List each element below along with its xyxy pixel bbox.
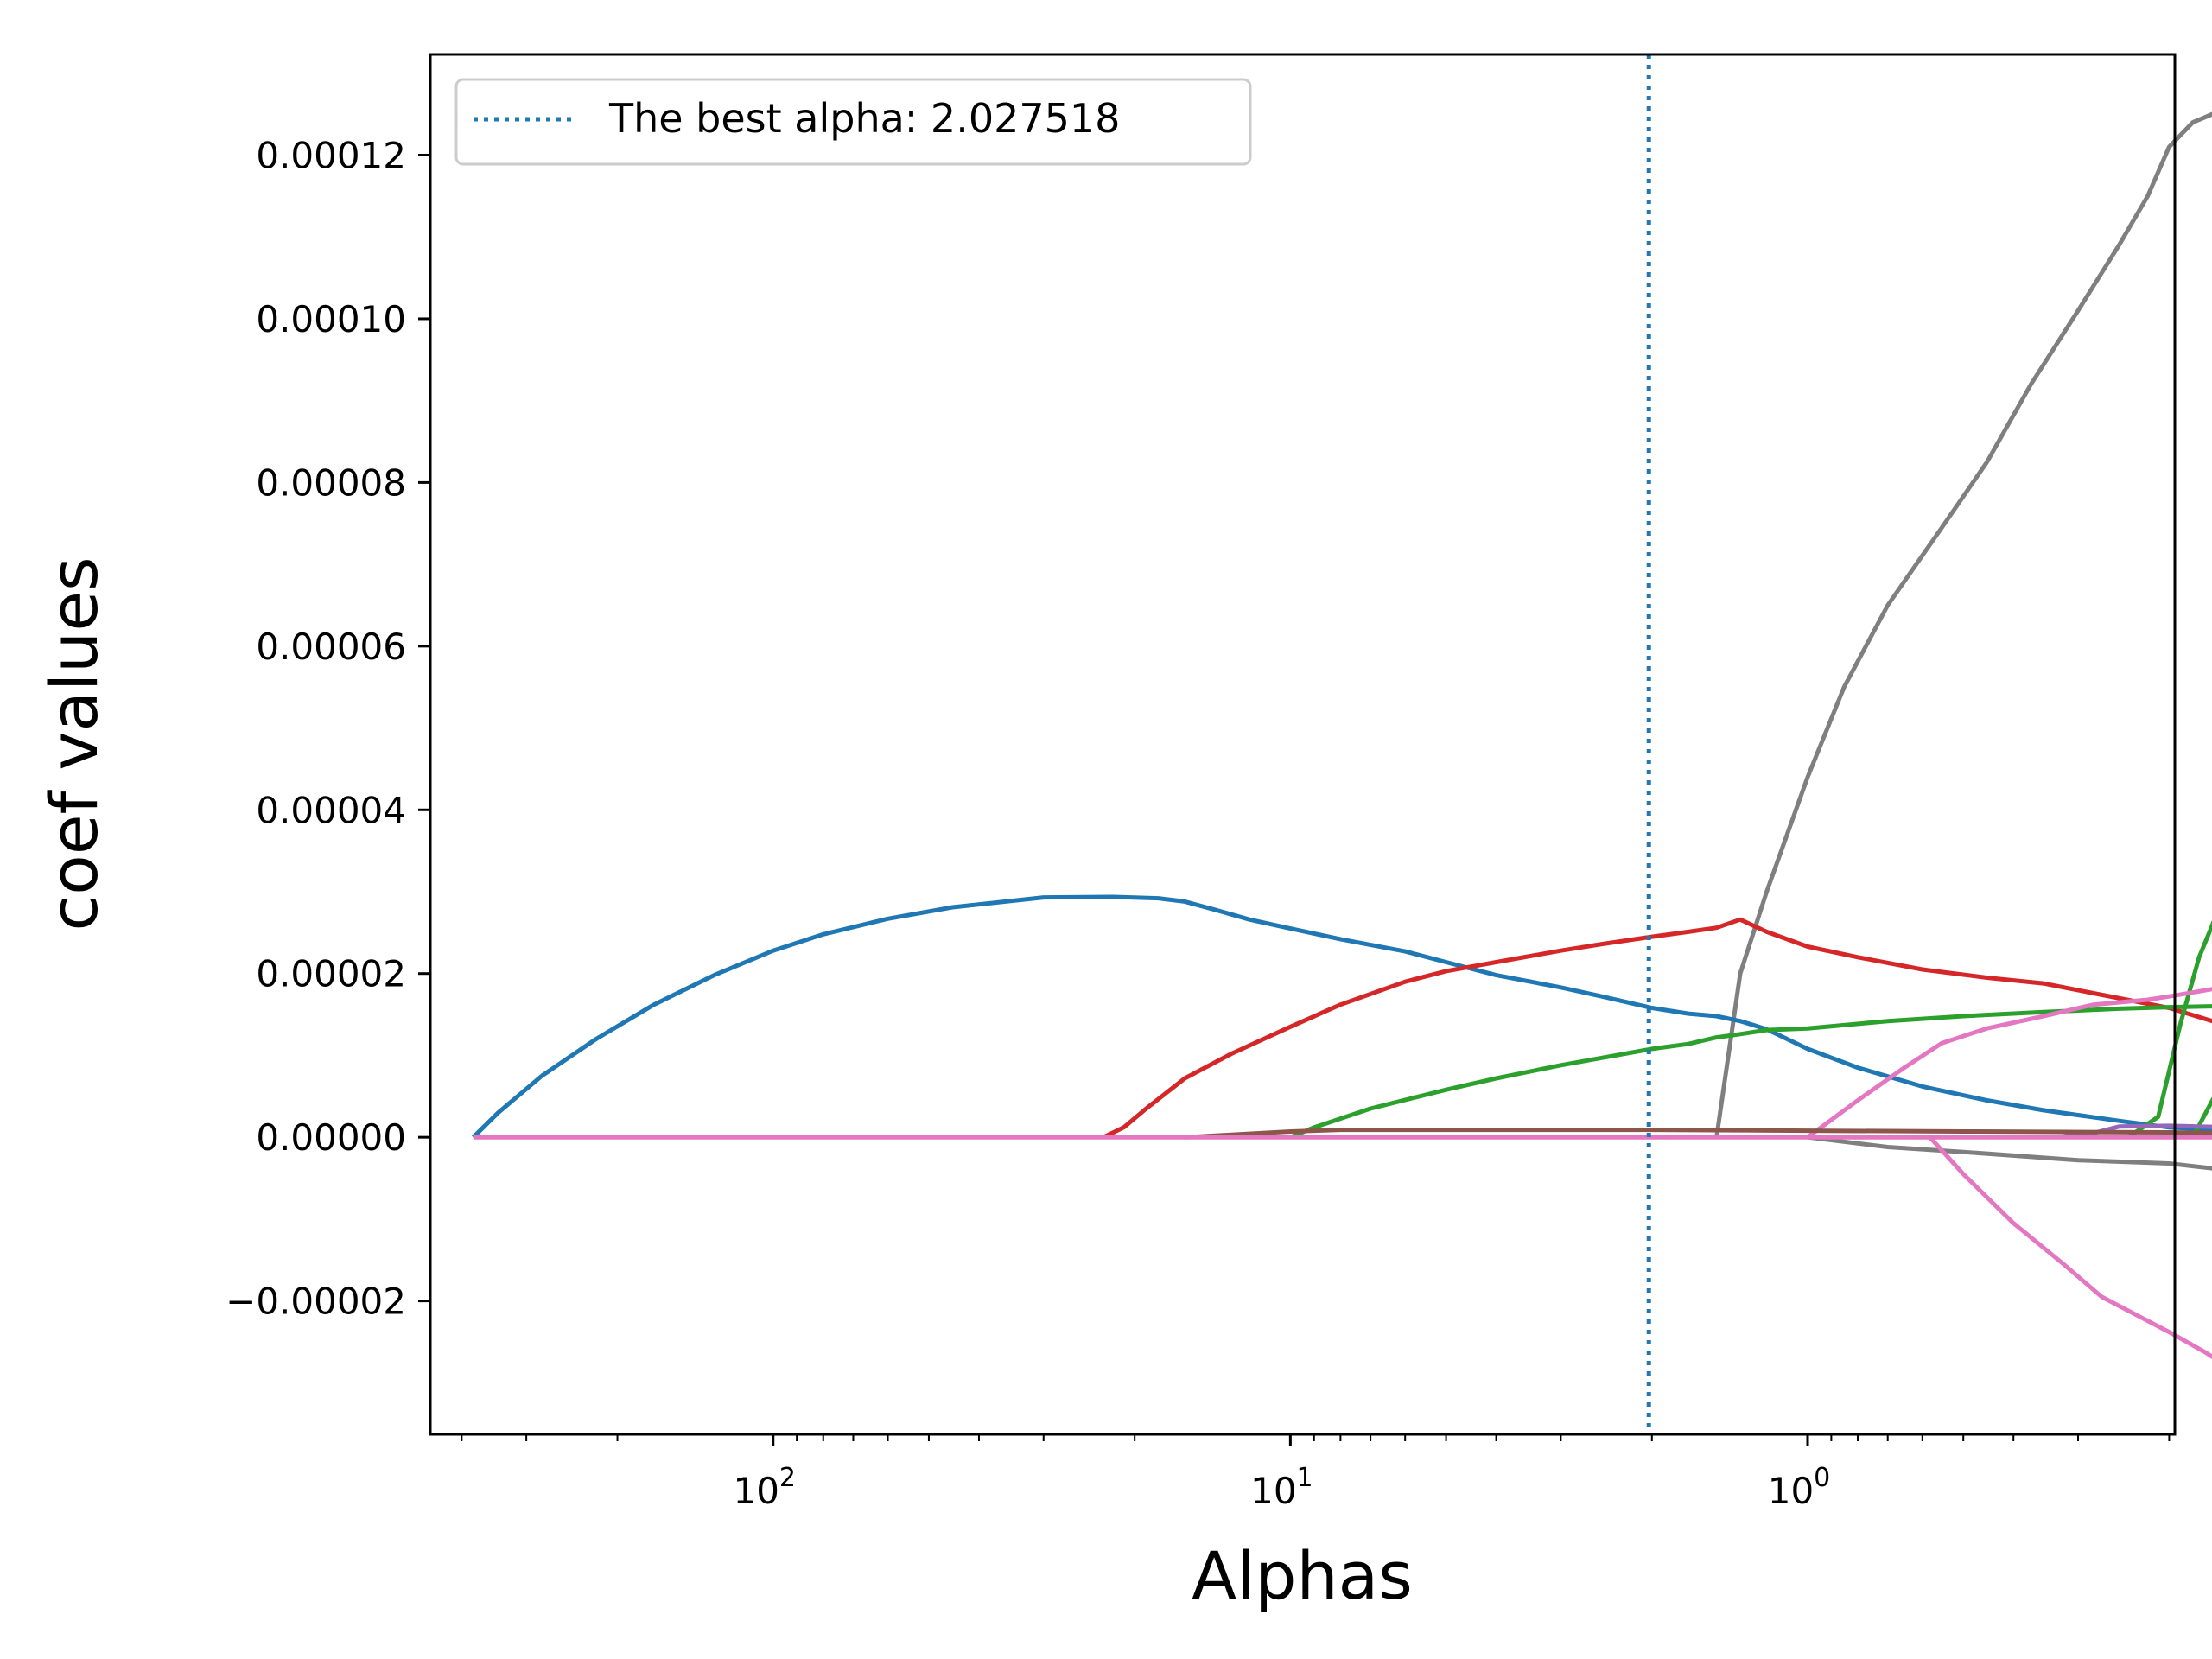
series-line-6 <box>2126 919 2212 1140</box>
y-tick-label: 0.00008 <box>256 461 406 504</box>
series-layer <box>471 111 2212 1360</box>
series-line-3 <box>471 894 2212 1139</box>
x-axis-title: Alphas <box>1192 1537 1413 1614</box>
y-tick-label: 0.00000 <box>256 1116 406 1159</box>
series-line-5 <box>1289 1004 2212 1140</box>
x-tick-label: 101 <box>1250 1463 1313 1512</box>
y-axis: −0.00002 0.00000 0.00002 0.00004 0.00006 0.00… <box>226 135 430 1323</box>
series-line-11 <box>1185 1128 2212 1140</box>
y-tick-label: 0.00004 <box>256 789 406 831</box>
y-tick-label: 0.00002 <box>256 953 406 995</box>
y-tick-label: 0.00006 <box>256 626 406 668</box>
series-line-4 <box>1102 917 2212 1140</box>
y-axis-title: coef values <box>35 556 112 931</box>
series-line-10 <box>2056 1123 2212 1140</box>
x-tick-label: 100 <box>1768 1463 1831 1512</box>
legend-label: The best alpha: 2.027518 <box>608 95 1120 142</box>
series-line-9 <box>1928 1135 2212 1360</box>
legend: The best alpha: 2.027518 <box>454 78 1252 166</box>
series-line-1 <box>1714 111 2212 1138</box>
x-tick-label: 102 <box>733 1463 796 1512</box>
y-tick-label: 0.00010 <box>256 298 406 340</box>
series-line-2 <box>1807 1135 2212 1171</box>
x-axis: 102 101 100 <box>461 1434 2171 1512</box>
series-line-8 <box>1806 987 2212 1140</box>
legend-box <box>454 78 1252 166</box>
plot-frame <box>429 53 2177 1436</box>
y-tick-label: −0.00002 <box>226 1281 406 1323</box>
y-tick-label: 0.00012 <box>256 135 406 177</box>
